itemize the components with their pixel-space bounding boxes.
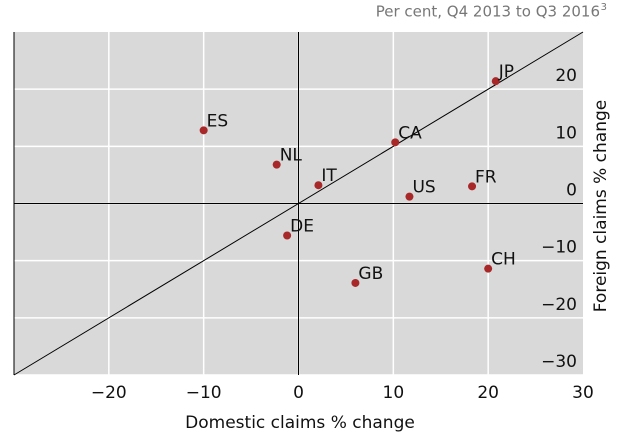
x-tick-label: −20 <box>91 383 127 403</box>
x-tick-label: 20 <box>477 383 499 403</box>
y-tick-label: 20 <box>555 66 577 86</box>
point <box>314 181 323 190</box>
y-tick-label: 10 <box>555 123 577 143</box>
x-axis-title: Domestic claims % change <box>185 413 415 433</box>
y-tick-label: −20 <box>541 295 577 315</box>
point-label: JP <box>498 62 514 82</box>
x-tick-label: 30 <box>572 383 594 403</box>
point <box>283 231 292 240</box>
point-label: CH <box>491 250 516 270</box>
point-label: GB <box>358 264 383 284</box>
x-tick-label: 10 <box>383 383 405 403</box>
diagonal <box>13 31 584 376</box>
y-tick-label: −10 <box>541 238 577 258</box>
y-tick-label: −30 <box>541 352 577 372</box>
chart-subtitle: Per cent, Q4 2013 to Q3 2016 <box>376 3 600 21</box>
point-label: US <box>412 178 435 198</box>
point <box>405 192 414 201</box>
point <box>272 160 281 169</box>
x-tick-label: −10 <box>186 383 222 403</box>
point <box>391 138 400 147</box>
point-label: NL <box>280 146 303 166</box>
point-label: IT <box>321 166 337 186</box>
x-tick-label: 0 <box>293 383 304 403</box>
point-label: FR <box>475 167 497 187</box>
y-tick-label: 0 <box>566 181 577 201</box>
point-label: DE <box>290 217 314 237</box>
point-label: ES <box>207 111 229 131</box>
subtitle-note: 3 <box>601 2 607 13</box>
point <box>199 126 208 135</box>
point <box>484 264 493 273</box>
point <box>468 182 477 191</box>
point <box>351 278 360 287</box>
y-axis-title: Foreign claims % change <box>591 100 611 313</box>
point-label: CA <box>398 123 422 143</box>
point <box>491 77 500 86</box>
